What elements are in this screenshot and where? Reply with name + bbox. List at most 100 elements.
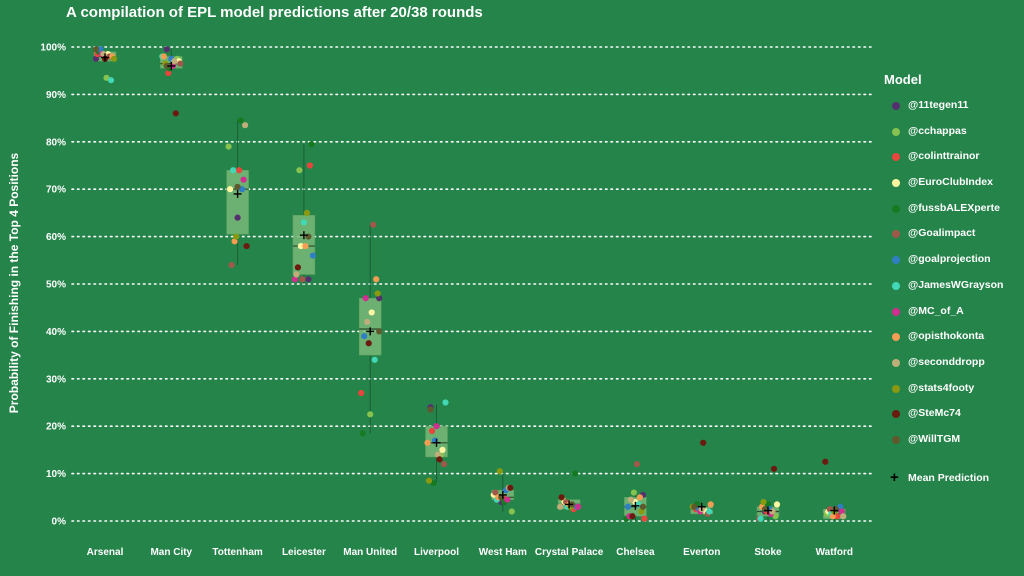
x-tick-label: Arsenal bbox=[87, 547, 124, 558]
x-tick-label: Chelsea bbox=[616, 547, 655, 558]
prediction-point bbox=[230, 167, 237, 174]
legend-dot bbox=[892, 256, 900, 265]
x-tick-label: Crystal Palace bbox=[535, 547, 604, 558]
prediction-point bbox=[373, 276, 380, 283]
legend-label: @MC_of_A bbox=[908, 304, 964, 317]
prediction-point bbox=[237, 117, 244, 124]
prediction-point bbox=[233, 233, 240, 240]
legend-item: @Goalimpact bbox=[884, 221, 1020, 247]
legend-label: @WillTGM bbox=[908, 432, 961, 445]
prediction-point bbox=[641, 515, 648, 522]
prediction-point bbox=[234, 214, 241, 221]
legend-item: @cchappas bbox=[884, 119, 1020, 145]
y-tick-label: 90% bbox=[46, 90, 66, 101]
prediction-point bbox=[624, 503, 632, 510]
prediction-point bbox=[424, 439, 431, 446]
legend-items: @11tegen11 @cchappas @colinttrainor @EuroCl… bbox=[884, 93, 1020, 453]
y-tick-label: 0% bbox=[52, 517, 67, 528]
legend-dot bbox=[892, 281, 900, 290]
prediction-point bbox=[504, 496, 511, 503]
prediction-point bbox=[364, 318, 371, 326]
legend-mean-prediction: + Mean Prediction bbox=[884, 469, 990, 486]
prediction-point bbox=[575, 503, 582, 510]
prediction-point bbox=[760, 498, 767, 506]
prediction-point bbox=[234, 183, 241, 190]
legend-label: @11tegen11 bbox=[908, 99, 969, 111]
legend-dot bbox=[892, 435, 900, 444]
prediction-point bbox=[368, 309, 375, 316]
prediction-point bbox=[177, 60, 184, 67]
x-tick-label: Man City bbox=[150, 547, 192, 558]
legend-label: @stats4footy bbox=[908, 381, 975, 394]
prediction-point bbox=[834, 513, 841, 520]
legend-item: @stats4footy bbox=[884, 376, 1020, 402]
prediction-point bbox=[761, 506, 769, 513]
prediction-point bbox=[376, 328, 383, 335]
prediction-point bbox=[110, 55, 118, 62]
prediction-point bbox=[236, 167, 243, 174]
prediction-point bbox=[822, 458, 829, 465]
legend-mean-label: Mean Prediction bbox=[908, 472, 990, 484]
prediction-point bbox=[297, 242, 304, 250]
prediction-point bbox=[629, 513, 636, 520]
legend-dot bbox=[892, 179, 900, 188]
legend-label: @JamesWGrayson bbox=[908, 278, 1004, 291]
prediction-point bbox=[425, 477, 433, 484]
legend-dot bbox=[892, 102, 900, 110]
legend-item: @seconddropp bbox=[884, 350, 1020, 376]
prediction-point bbox=[291, 276, 298, 283]
prediction-point bbox=[243, 242, 250, 250]
legend-label: @cchappas bbox=[908, 124, 967, 137]
legend-label: @EuroClubIndex bbox=[908, 176, 993, 189]
prediction-point bbox=[700, 439, 707, 446]
prediction-point bbox=[165, 69, 172, 77]
y-tick-label: 100% bbox=[40, 43, 66, 54]
legend-dot bbox=[892, 358, 900, 367]
legend-dot bbox=[892, 410, 900, 419]
prediction-point bbox=[163, 62, 170, 70]
prediction-point bbox=[439, 446, 446, 453]
prediction-point bbox=[294, 264, 301, 271]
prediction-point bbox=[306, 162, 313, 169]
prediction-point bbox=[107, 77, 115, 84]
prediction-point bbox=[557, 503, 564, 510]
prediction-point bbox=[305, 233, 312, 240]
x-tick-label: Leicester bbox=[282, 547, 326, 558]
legend-item: @goalprojection bbox=[884, 247, 1020, 273]
legend-label: @goalprojection bbox=[908, 253, 991, 266]
y-tick-label: 20% bbox=[46, 422, 66, 433]
iqr-box bbox=[358, 297, 382, 356]
prediction-point bbox=[442, 399, 449, 406]
prediction-point bbox=[427, 406, 434, 413]
prediction-point bbox=[358, 389, 365, 397]
legend-dot bbox=[892, 230, 900, 239]
y-tick-label: 30% bbox=[46, 374, 66, 385]
prediction-point bbox=[492, 489, 499, 496]
x-tick-label: Watford bbox=[816, 547, 853, 558]
legend: Model @11tegen11 @cchappas @colinttrainor @… bbox=[884, 72, 1020, 453]
prediction-point bbox=[496, 468, 503, 475]
legend-label: @opisthokonta bbox=[908, 330, 985, 343]
prediction-point bbox=[367, 411, 374, 418]
prediction-point bbox=[359, 430, 366, 437]
prediction-point bbox=[303, 209, 310, 216]
legend-dot bbox=[892, 153, 900, 162]
legend-dot bbox=[892, 127, 900, 136]
legend-dot bbox=[892, 384, 900, 393]
prediction-point bbox=[558, 494, 565, 501]
chart-title: A compilation of EPL model predictions a… bbox=[66, 4, 483, 21]
prediction-point bbox=[163, 46, 170, 53]
x-tick-label: Liverpool bbox=[414, 547, 459, 558]
legend-item: @MC_of_A bbox=[884, 299, 1020, 325]
y-tick-label: 10% bbox=[46, 469, 66, 480]
prediction-point bbox=[231, 238, 238, 245]
prediction-point bbox=[374, 290, 381, 297]
prediction-point bbox=[436, 456, 443, 463]
legend-label: @seconddropp bbox=[908, 355, 985, 368]
legend-title: Model bbox=[884, 72, 922, 87]
prediction-point bbox=[370, 221, 377, 228]
legend-dot bbox=[892, 204, 900, 213]
x-tick-label: West Ham bbox=[479, 547, 527, 558]
prediction-point bbox=[507, 484, 514, 491]
